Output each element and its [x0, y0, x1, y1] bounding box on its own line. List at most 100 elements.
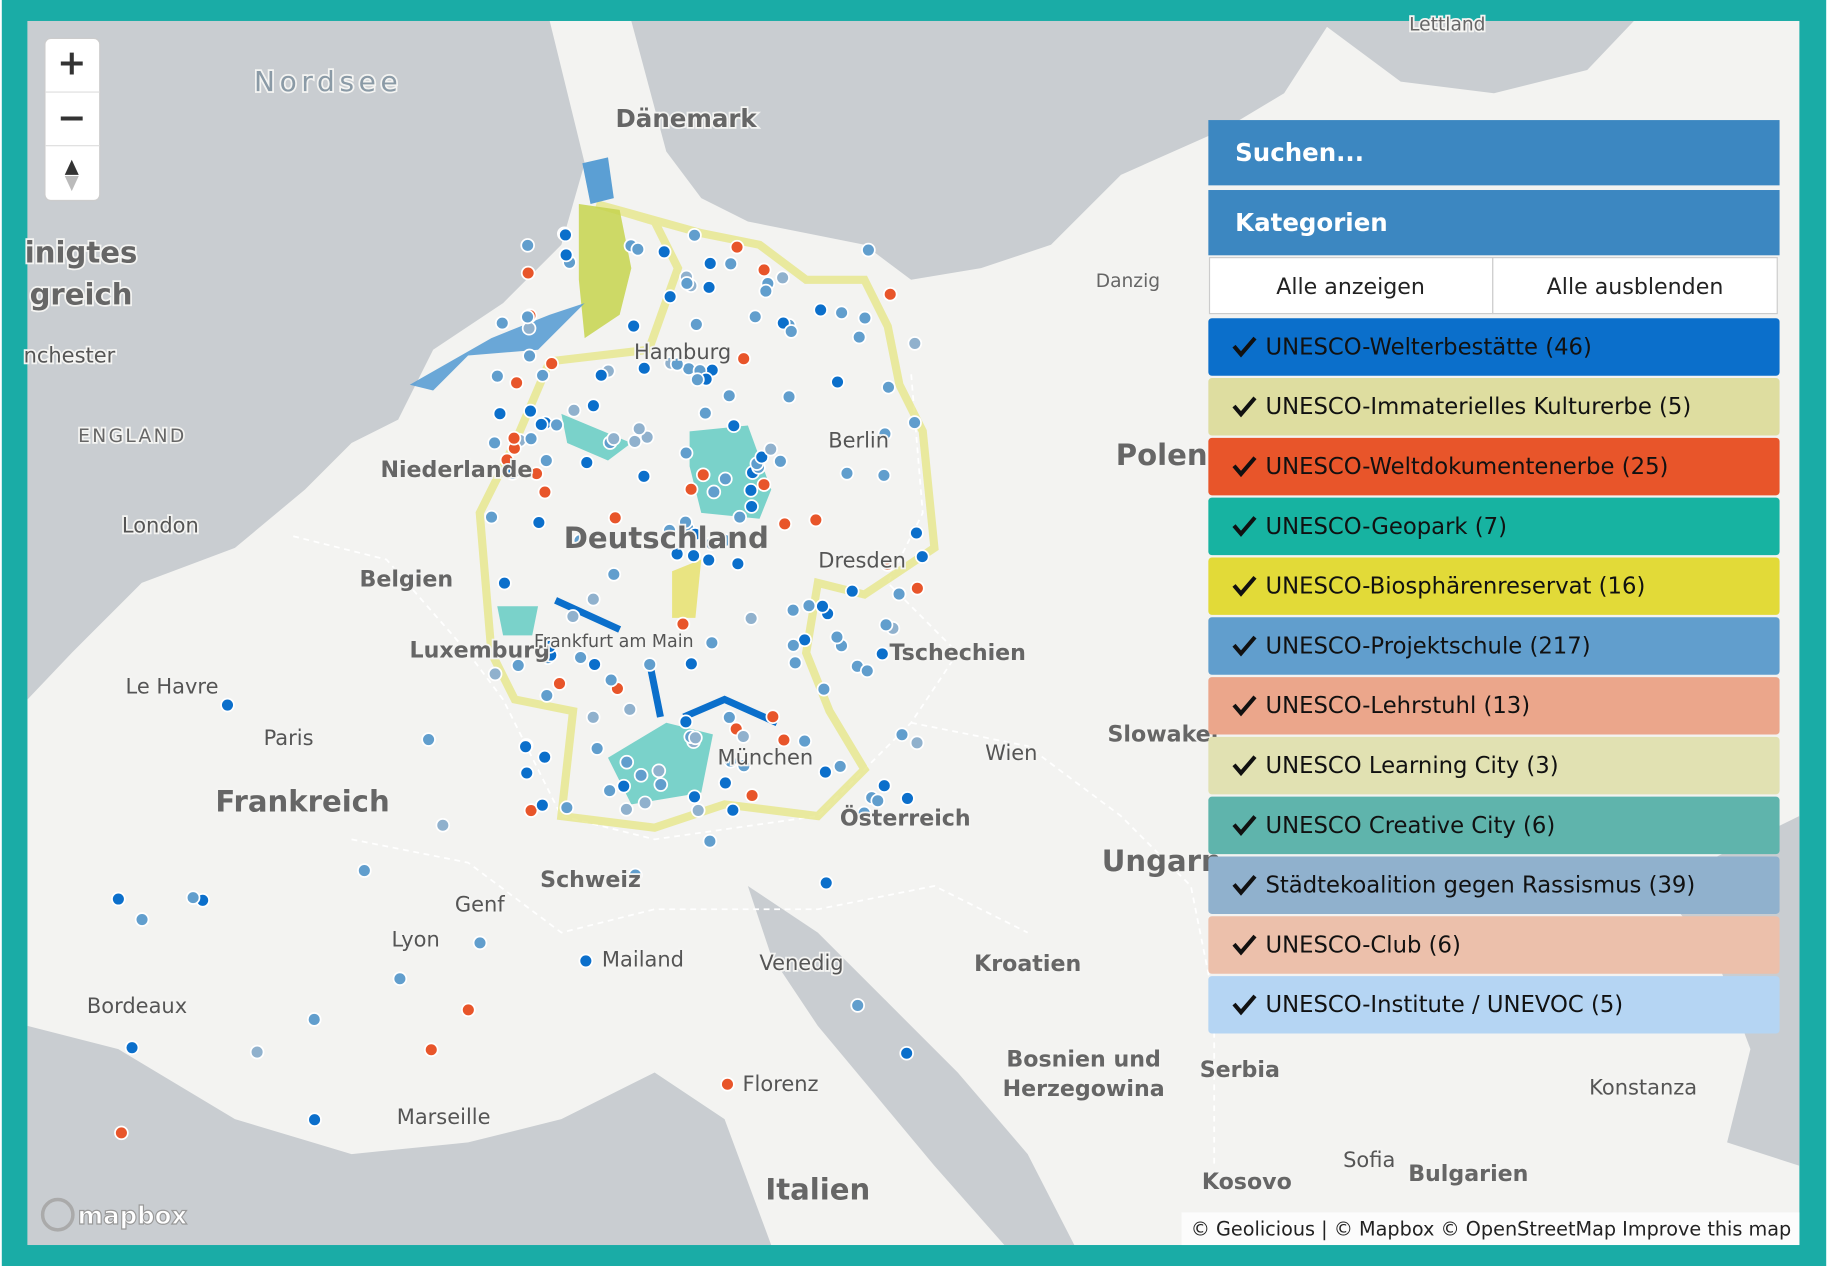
- marker[interactable]: [631, 421, 647, 437]
- marker[interactable]: [573, 650, 588, 665]
- marker[interactable]: [519, 765, 535, 781]
- marker[interactable]: [729, 239, 745, 255]
- marker[interactable]: [683, 481, 699, 497]
- category-row[interactable]: [1208, 437, 1780, 496]
- marker[interactable]: [662, 523, 677, 538]
- marker[interactable]: [900, 791, 915, 806]
- marker[interactable]: [687, 789, 702, 805]
- marker[interactable]: [797, 632, 812, 648]
- marker[interactable]: [818, 875, 834, 891]
- marker[interactable]: [783, 324, 799, 339]
- marker[interactable]: [633, 768, 649, 783]
- marker[interactable]: [602, 783, 617, 798]
- marker[interactable]: [578, 953, 594, 969]
- marker[interactable]: [585, 709, 601, 725]
- marker[interactable]: [736, 729, 751, 744]
- marker[interactable]: [114, 1125, 129, 1141]
- marker[interactable]: [306, 1012, 322, 1027]
- marker[interactable]: [718, 471, 733, 487]
- marker[interactable]: [616, 778, 632, 794]
- marker[interactable]: [726, 418, 742, 434]
- marker[interactable]: [730, 556, 746, 572]
- marker[interactable]: [520, 309, 535, 325]
- marker[interactable]: [679, 276, 695, 291]
- marker[interactable]: [636, 360, 652, 376]
- marker[interactable]: [808, 512, 824, 528]
- marker[interactable]: [619, 802, 634, 817]
- category-row[interactable]: [1208, 736, 1780, 795]
- marker[interactable]: [754, 449, 770, 465]
- marker[interactable]: [910, 580, 925, 596]
- marker[interactable]: [684, 656, 699, 672]
- marker[interactable]: [506, 430, 522, 446]
- marker[interactable]: [653, 777, 669, 792]
- marker[interactable]: [549, 417, 564, 433]
- category-row[interactable]: [1208, 677, 1780, 735]
- marker[interactable]: [690, 372, 705, 387]
- marker[interactable]: [509, 375, 524, 391]
- marker[interactable]: [818, 764, 833, 780]
- marker[interactable]: [723, 753, 738, 769]
- marker[interactable]: [656, 244, 672, 260]
- marker[interactable]: [773, 453, 788, 469]
- marker[interactable]: [669, 546, 685, 562]
- marker[interactable]: [891, 586, 907, 602]
- marker[interactable]: [494, 315, 510, 331]
- marker[interactable]: [535, 797, 550, 813]
- marker[interactable]: [630, 241, 646, 257]
- marker[interactable]: [357, 863, 372, 878]
- marker[interactable]: [706, 484, 722, 500]
- category-row[interactable]: [1208, 976, 1780, 1034]
- marker[interactable]: [531, 515, 547, 530]
- marker[interactable]: [859, 663, 875, 679]
- show-all-button[interactable]: [1208, 257, 1494, 315]
- marker[interactable]: [717, 533, 733, 548]
- marker[interactable]: [534, 417, 549, 432]
- marker[interactable]: [552, 676, 567, 691]
- marker[interactable]: [880, 557, 895, 572]
- marker[interactable]: [579, 455, 595, 470]
- marker[interactable]: [510, 658, 526, 673]
- marker[interactable]: [497, 575, 512, 591]
- marker[interactable]: [589, 741, 605, 756]
- marker[interactable]: [690, 803, 706, 818]
- marker[interactable]: [220, 697, 235, 713]
- marker[interactable]: [744, 499, 759, 514]
- marker[interactable]: [870, 793, 886, 809]
- marker[interactable]: [816, 681, 832, 697]
- marker[interactable]: [505, 466, 520, 481]
- marker[interactable]: [487, 435, 502, 451]
- marker[interactable]: [832, 759, 848, 774]
- marker[interactable]: [626, 318, 641, 334]
- marker[interactable]: [572, 533, 588, 548]
- category-row[interactable]: [1208, 856, 1780, 914]
- marker[interactable]: [758, 283, 774, 299]
- marker[interactable]: [701, 280, 717, 295]
- marker[interactable]: [539, 688, 555, 703]
- category-row[interactable]: [1208, 617, 1780, 675]
- marker[interactable]: [687, 526, 703, 542]
- marker[interactable]: [586, 398, 601, 413]
- marker[interactable]: [850, 998, 865, 1013]
- marker[interactable]: [765, 709, 781, 724]
- marker[interactable]: [520, 238, 535, 253]
- marker[interactable]: [839, 466, 855, 481]
- marker[interactable]: [619, 754, 635, 770]
- marker[interactable]: [786, 638, 801, 653]
- marker[interactable]: [559, 800, 575, 815]
- marker[interactable]: [909, 735, 925, 751]
- marker[interactable]: [777, 516, 793, 532]
- marker[interactable]: [537, 484, 553, 500]
- marker[interactable]: [518, 739, 533, 754]
- marker[interactable]: [603, 672, 619, 688]
- marker[interactable]: [675, 616, 691, 632]
- marker[interactable]: [695, 467, 711, 483]
- marker[interactable]: [720, 1076, 735, 1092]
- marker[interactable]: [587, 657, 602, 672]
- marker[interactable]: [593, 367, 609, 383]
- marker[interactable]: [718, 775, 733, 791]
- category-row[interactable]: [1208, 378, 1780, 436]
- marker[interactable]: [558, 227, 573, 243]
- marker[interactable]: [689, 317, 704, 332]
- marker[interactable]: [651, 763, 667, 779]
